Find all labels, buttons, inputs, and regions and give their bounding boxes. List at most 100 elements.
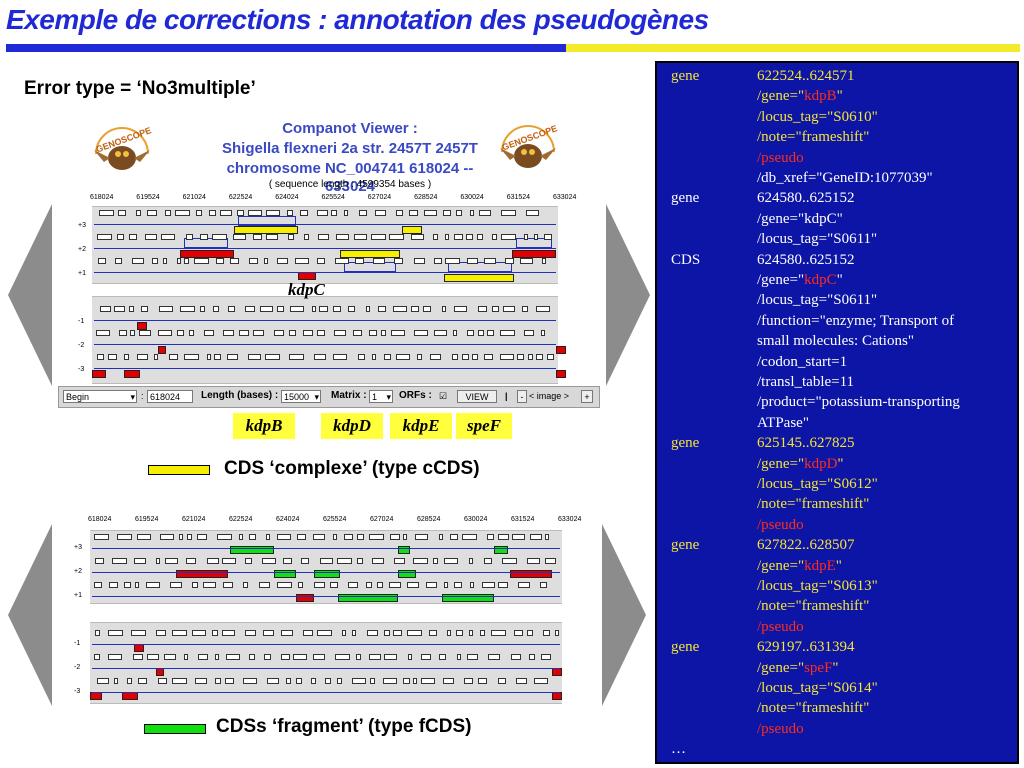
ccds-kdpB-block[interactable] — [234, 226, 298, 234]
frame-label: -3 — [78, 366, 85, 373]
orf-box — [471, 354, 478, 360]
orfs-checkbox[interactable]: ☑ — [439, 391, 448, 401]
orf-box — [421, 654, 432, 660]
red-block-6[interactable] — [92, 370, 106, 378]
fcds-kdpB-fragment-1[interactable] — [230, 546, 274, 554]
gene-tag-kdpB: kdpB — [233, 413, 295, 439]
orf-box — [478, 678, 488, 684]
genbank-value-part: 622524..624571 — [757, 68, 855, 84]
orf-box — [213, 354, 221, 360]
image-zoom-in-button[interactable]: + — [581, 390, 593, 403]
genbank-value: 625145..627825 — [757, 434, 855, 453]
fcds-kdpB-fragment-2[interactable] — [274, 570, 296, 578]
red-block-b2[interactable] — [510, 570, 552, 578]
coordinate-tick: 630024 — [464, 516, 488, 523]
genbank-line: /locus_tag="S0611" — [657, 291, 1017, 312]
orf-box — [478, 306, 488, 312]
next-arrow-top-icon[interactable] — [604, 204, 650, 386]
red-block-b3[interactable] — [134, 644, 144, 652]
orf-box — [213, 306, 220, 312]
red-block-b4[interactable] — [156, 668, 164, 676]
coordinate-tick: 619524 — [135, 516, 159, 523]
red-block-5[interactable] — [556, 346, 566, 354]
coding-curve — [94, 344, 556, 345]
exon-link-2 — [344, 262, 396, 272]
orf-box — [536, 354, 544, 360]
fcds-kdpE-fragment-2[interactable] — [398, 570, 416, 578]
red-block-3[interactable] — [137, 322, 147, 330]
next-arrow-bottom-icon[interactable] — [600, 524, 646, 706]
genbank-value-part: /pseudo — [757, 149, 804, 166]
length-select-value: 15000 — [284, 392, 310, 402]
begin-select[interactable]: Begin ▾ — [63, 390, 137, 403]
orf-box — [520, 258, 534, 264]
ccds-speF-block[interactable] — [444, 274, 514, 282]
orf-box — [407, 654, 412, 660]
orf-box — [503, 306, 516, 312]
orf-box — [198, 654, 209, 660]
orf-box — [248, 534, 256, 540]
ccds-kdpE-block[interactable] — [402, 226, 422, 234]
orf-box — [413, 258, 425, 264]
genbank-line: /locus_tag="S0610" — [657, 108, 1017, 129]
orf-box — [525, 210, 539, 216]
orf-box — [200, 306, 206, 312]
red-block-1[interactable] — [180, 250, 234, 258]
genbank-value: /pseudo — [757, 618, 804, 637]
fcds-speF-fragment-2[interactable] — [442, 594, 494, 602]
prev-arrow-top-icon[interactable] — [8, 204, 54, 386]
exon-link-3 — [448, 262, 512, 272]
orf-box — [470, 582, 475, 588]
orf-box — [147, 210, 158, 216]
length-select[interactable]: 15000 ▾ — [281, 390, 321, 403]
genbank-line: /gene="kdpC" — [657, 210, 1017, 231]
fcds-kdpD-fragment-1[interactable] — [314, 570, 340, 578]
genbank-value-part: 624580..625152 — [757, 251, 855, 268]
orf-box — [222, 558, 237, 564]
orf-box — [194, 678, 207, 684]
fcds-kdpE-fragment-1[interactable] — [398, 546, 410, 554]
orf-box — [117, 210, 126, 216]
ccds-kdpD-block[interactable] — [340, 250, 400, 258]
prev-arrow-bottom-icon[interactable] — [8, 524, 54, 706]
red-block-b6[interactable] — [90, 692, 102, 700]
image-zoom-out-button[interactable]: - — [517, 390, 527, 403]
genbank-value: /locus_tag="S0613" — [757, 577, 878, 596]
red-block-b7[interactable] — [122, 692, 138, 700]
red-block-7[interactable] — [124, 370, 140, 378]
orf-box — [95, 330, 110, 336]
orf-box — [412, 678, 417, 684]
orf-box — [374, 210, 386, 216]
orf-box — [438, 654, 446, 660]
fcds-kdpD-fragment-2[interactable] — [338, 594, 398, 602]
orf-box — [161, 234, 176, 240]
kdpC-red-block-bottom[interactable] — [296, 594, 314, 602]
view-button[interactable]: VIEW — [457, 390, 497, 403]
red-block-b5[interactable] — [552, 668, 562, 676]
error-type-heading: Error type = ‘No3multiple’ — [24, 78, 256, 99]
red-block-b8[interactable] — [552, 692, 562, 700]
orf-box — [453, 330, 458, 336]
orf-box — [147, 654, 160, 660]
fcds-speF-fragment-1[interactable] — [494, 546, 508, 554]
toolbar-separator: | — [505, 391, 508, 401]
orf-box — [136, 210, 142, 216]
orf-box — [158, 330, 173, 336]
viewer-title-line3: chromosome NC_004741 618024 -- 633024 — [226, 160, 474, 195]
orf-box — [443, 210, 452, 216]
matrix-select[interactable]: 1 ▾ — [369, 390, 393, 403]
kdpC-red-block[interactable] — [298, 272, 316, 280]
coordinate-tick: 628524 — [417, 516, 441, 523]
red-block-4[interactable] — [158, 346, 166, 354]
red-block-b1[interactable] — [176, 570, 228, 578]
red-block-2[interactable] — [512, 250, 556, 258]
orf-box — [335, 258, 350, 264]
genbank-line: gene 629197..631394 — [657, 638, 1017, 659]
orf-box — [333, 306, 342, 312]
orf-box — [376, 582, 383, 588]
begin-input[interactable]: 618024 — [147, 390, 193, 403]
red-block-8[interactable] — [556, 370, 566, 378]
genbank-value-part: kdpC — [804, 272, 837, 288]
orf-box — [428, 630, 437, 636]
orf-box — [422, 306, 431, 312]
